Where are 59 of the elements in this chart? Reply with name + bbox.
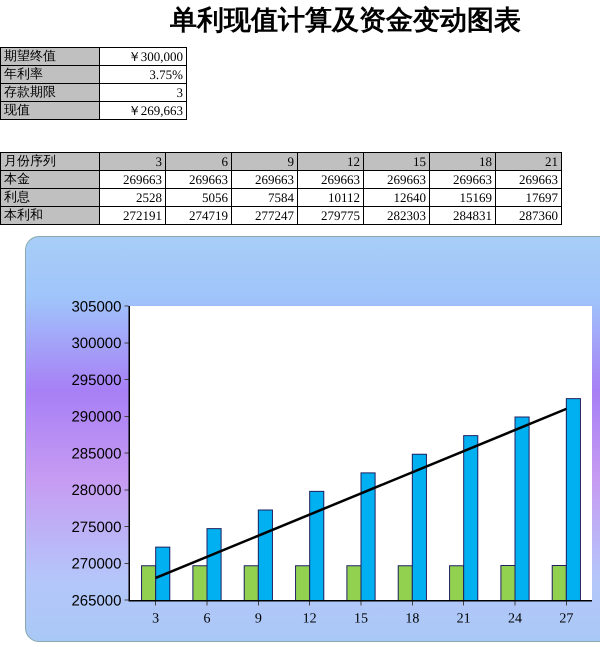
category-label: 18 — [479, 154, 492, 169]
y-tick-label: 270000 — [71, 556, 122, 572]
text: 月份序列 — [0, 152, 100, 170]
y-tick-label: 300000 — [71, 335, 122, 352]
category-label: 3 — [176, 85, 183, 100]
text: 本利和 — [0, 206, 100, 224]
text: 274719 — [166, 206, 232, 224]
x-tick-label: 21 — [456, 611, 471, 626]
text: 269663 — [496, 170, 562, 188]
y-tick-label: 290000 — [71, 408, 122, 426]
category-label: 9 — [288, 154, 294, 169]
text: 3 — [100, 152, 166, 170]
text: 269663 — [166, 170, 232, 188]
y-tick-label: 285000 — [71, 445, 122, 462]
text: 3.75% — [100, 66, 186, 84]
category-label: 15 — [413, 154, 426, 169]
text: 年利率 — [0, 66, 100, 84]
category-label: 12 — [347, 154, 360, 169]
text: 12640 — [364, 188, 430, 206]
text: 17697 — [496, 188, 562, 206]
text: 279775 — [298, 206, 364, 224]
x-tick-label: 6 — [204, 611, 210, 626]
text: 5056 — [166, 188, 232, 206]
category-label: 6 — [222, 154, 228, 169]
text: 269663 — [298, 170, 364, 188]
y-tick-label: 265000 — [71, 592, 122, 610]
chart-title: 单利现值计算及资金变动图表 — [170, 4, 521, 38]
x-tick-label: 9 — [254, 611, 262, 626]
x-tick-label: 15 — [354, 611, 368, 626]
text: 287360 — [496, 206, 562, 224]
text: 10112 — [298, 188, 364, 206]
text: 现值 — [0, 102, 100, 120]
text: 272191 — [100, 206, 166, 224]
text: 本金 — [0, 170, 100, 188]
text: 存款期限 — [0, 84, 100, 102]
x-tick-label: 3 — [152, 611, 160, 626]
y-tick-label: 305000 — [71, 298, 122, 316]
y-tick-label: 280000 — [71, 482, 122, 499]
text: 2528 — [100, 188, 166, 206]
x-tick-label: 27 — [559, 611, 574, 626]
y-tick-label: 295000 — [71, 372, 122, 389]
text: ￥300,000 — [100, 48, 186, 66]
text: 282303 — [364, 206, 430, 224]
text: 7584 — [232, 188, 298, 206]
text: 277247 — [232, 206, 298, 224]
text: ￥269,663 — [100, 102, 186, 120]
x-tick-label: 18 — [405, 611, 420, 626]
text: 269663 — [430, 170, 496, 188]
text: 269663 — [232, 170, 298, 188]
text: 15169 — [430, 188, 496, 206]
text: 284831 — [430, 206, 496, 224]
category-label: 21 — [545, 154, 558, 169]
x-tick-label: 24 — [508, 611, 522, 626]
text: 利息 — [0, 188, 100, 206]
x-tick-label: 12 — [302, 611, 317, 626]
text: 269663 — [100, 170, 166, 188]
text: 期望终值 — [0, 48, 100, 66]
text: 269663 — [364, 170, 430, 188]
y-tick-label: 275000 — [71, 518, 122, 536]
